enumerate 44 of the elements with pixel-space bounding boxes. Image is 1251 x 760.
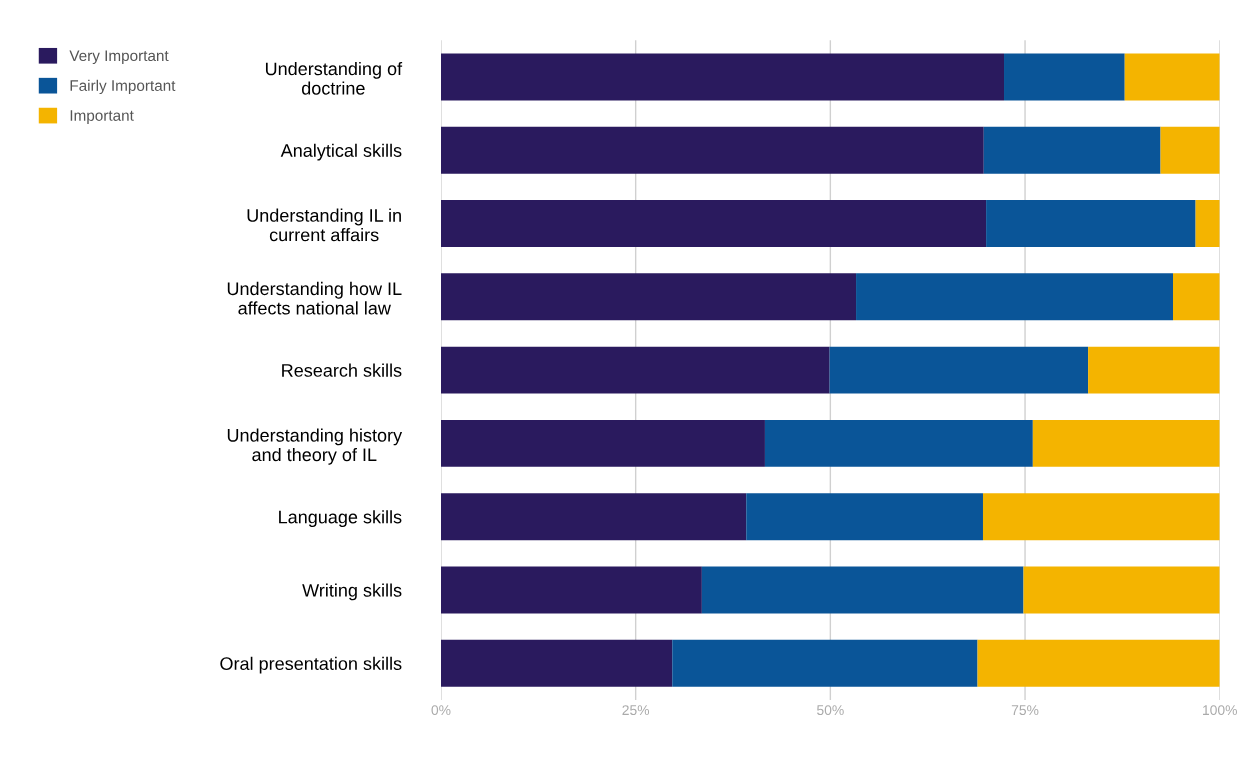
bar bbox=[1023, 566, 1220, 614]
bar bbox=[764, 419, 1033, 467]
bar bbox=[1124, 53, 1220, 101]
bar bbox=[440, 566, 702, 614]
bar bbox=[977, 639, 1220, 687]
bar bbox=[986, 200, 1196, 247]
y-tick-label: Understanding history and theory of IL bbox=[227, 428, 403, 465]
x-tick-label: 50% bbox=[817, 705, 844, 716]
bar bbox=[440, 126, 984, 174]
y-tick-label: Oral presentation skills bbox=[220, 656, 402, 674]
bar bbox=[1004, 53, 1125, 101]
y-tick-label: Understanding of doctrine bbox=[265, 61, 403, 95]
y-tick-label: Research skills bbox=[282, 363, 402, 377]
bar bbox=[672, 639, 978, 687]
legend-label: Important bbox=[70, 110, 134, 124]
x-tick-label: 75% bbox=[1011, 705, 1039, 716]
x-tick-label: 100% bbox=[1203, 705, 1237, 716]
y-tick-label: Understanding how IL affects national law bbox=[227, 281, 402, 315]
bar bbox=[440, 493, 747, 541]
bar bbox=[440, 53, 1005, 101]
bar bbox=[440, 639, 673, 687]
bar bbox=[440, 200, 987, 247]
bar bbox=[440, 273, 857, 321]
bar bbox=[701, 566, 1024, 614]
bar bbox=[440, 346, 830, 394]
y-tick-label: Understanding IL in current affairs bbox=[247, 208, 401, 242]
y-tick-label: Language skills bbox=[279, 510, 402, 527]
bar bbox=[1173, 273, 1220, 321]
bar bbox=[440, 419, 765, 467]
bar bbox=[983, 126, 1161, 174]
bar bbox=[1032, 419, 1220, 467]
legend-label: Very Important bbox=[69, 50, 169, 65]
bar bbox=[1160, 126, 1220, 174]
bar bbox=[1088, 346, 1220, 394]
x-tick-label: 0% bbox=[431, 705, 451, 716]
bar bbox=[856, 273, 1173, 321]
y-tick-label: Analytical skills bbox=[280, 143, 402, 161]
bar bbox=[1195, 200, 1220, 247]
legend-label: Fairly Important bbox=[70, 79, 176, 95]
bar bbox=[982, 493, 1220, 541]
y-tick-label: Writing skills bbox=[302, 583, 402, 601]
x-tick-label: 25% bbox=[622, 705, 650, 716]
bar bbox=[829, 346, 1089, 394]
bar bbox=[746, 493, 983, 541]
